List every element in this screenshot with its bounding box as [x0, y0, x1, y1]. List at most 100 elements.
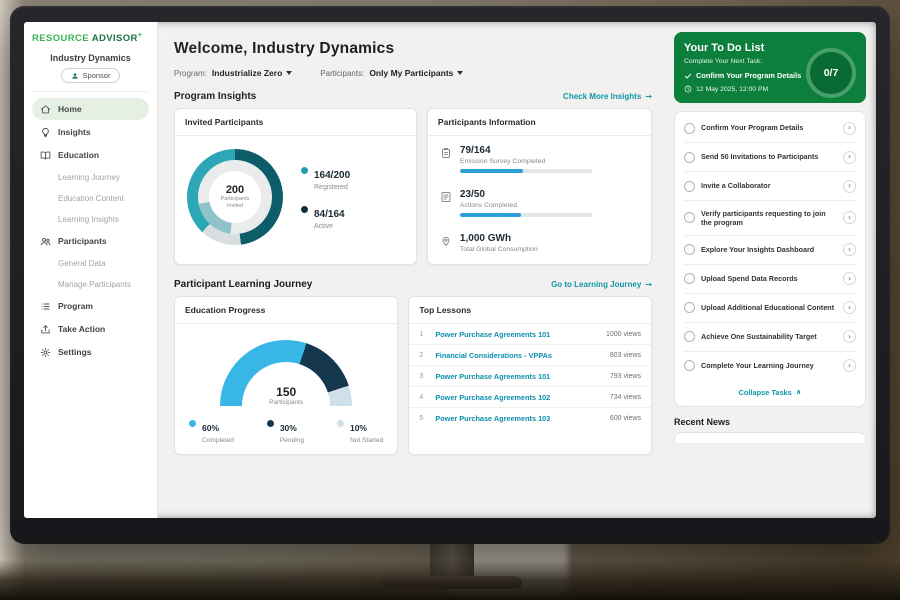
legend-value: 164/200	[314, 169, 351, 181]
sidebar-item-education-content[interactable]: Education Content	[32, 188, 149, 208]
chevron-right-icon[interactable]: ›	[843, 121, 856, 135]
task-checkbox[interactable]	[684, 331, 695, 343]
donut-center-label: Participants Invited	[220, 196, 250, 209]
card-title: Education Progress	[175, 297, 398, 324]
chevron-right-icon[interactable]: ›	[843, 330, 856, 344]
org-name: Industry Dynamics	[50, 53, 131, 64]
sidebar-item-insights[interactable]: Insights	[32, 121, 149, 143]
legend-item: 84/164 Active	[301, 204, 350, 230]
stat-actions-completed: 23/50 Actions Completed	[428, 180, 651, 224]
recent-news-card	[674, 431, 866, 443]
participants-information-card: Participants Information 79/164 Emission…	[426, 108, 652, 265]
chevron-right-icon[interactable]: ›	[843, 243, 856, 257]
legend-value: 84/164	[314, 208, 345, 220]
chevron-right-icon[interactable]: ›	[843, 301, 856, 315]
legend-label: Registered	[314, 183, 348, 191]
org-section: Industry Dynamics Sponsor	[32, 53, 149, 93]
stat-value: 79/164	[459, 145, 491, 156]
program-select[interactable]: Industrialize Zero	[212, 68, 293, 78]
sidebar-item-label: Insights	[58, 127, 91, 138]
todo-progress-value: 0/7	[823, 67, 839, 79]
task-checkbox[interactable]	[684, 212, 695, 224]
lesson-rank: 5	[419, 414, 424, 422]
sidebar-item-learning-insights[interactable]: Learning Insights	[32, 209, 149, 229]
sidebar-item-participants[interactable]: Participants	[32, 230, 149, 252]
legend-label: Not Started	[349, 437, 384, 444]
progress-fill	[459, 169, 524, 173]
education-progress-gauge-chart: 150 Participants	[220, 340, 353, 406]
todo-progress-ring: 0/7	[806, 48, 856, 98]
welcome-heading: Welcome, Industry Dynamics	[174, 40, 395, 57]
task-item-achieve-sustainability-target[interactable]: Achieve One Sustainability Target ›	[684, 323, 856, 352]
sidebar-item-education[interactable]: Education	[32, 144, 149, 166]
task-checkbox[interactable]	[684, 151, 695, 163]
gear-icon	[40, 347, 51, 358]
chevron-right-icon[interactable]: ›	[843, 359, 856, 373]
check-more-insights-link[interactable]: Check More Insights →	[563, 92, 652, 101]
todo-subtitle: Complete Your Next Task:	[684, 58, 763, 65]
learning-journey-title: Participant Learning Journey	[174, 279, 313, 290]
participants-select[interactable]: Only My Participants	[369, 68, 464, 78]
task-item-send-invitations[interactable]: Send 50 Invitations to Participants ›	[684, 143, 856, 172]
donut-center: 200 Participants Invited	[209, 171, 261, 223]
task-item-invite-collaborator[interactable]: Invite a Collaborator ›	[684, 172, 856, 201]
task-checkbox[interactable]	[684, 244, 695, 256]
sidebar-item-learning-journey[interactable]: Learning Journey	[32, 167, 149, 187]
legend-item: 164/200 Registered	[301, 165, 350, 191]
lesson-title-link[interactable]: Power Purchase Agreements 101	[435, 329, 551, 339]
sidebar-item-manage-participants[interactable]: Manage Participants	[32, 274, 149, 294]
sidebar-item-general-data[interactable]: General Data	[32, 253, 149, 273]
program-insights-title: Program Insights	[174, 91, 257, 102]
learning-cards-row: Education Progress 150 Participants 60%	[174, 296, 652, 455]
legend-dot	[336, 420, 344, 427]
task-checkbox[interactable]	[684, 180, 695, 192]
task-checkbox[interactable]	[684, 122, 695, 134]
sidebar-item-program[interactable]: Program	[32, 295, 149, 317]
sidebar-item-label: Education Content	[58, 193, 124, 203]
chevron-right-icon[interactable]: ›	[843, 272, 856, 286]
program-filter-label: Program:	[174, 68, 207, 78]
task-label: Achieve One Sustainability Target	[701, 332, 817, 342]
sidebar-item-take-action[interactable]: Take Action	[32, 318, 149, 340]
sidebar-item-settings[interactable]: Settings	[32, 341, 149, 363]
lesson-row: 3 Power Purchase Agreements 101 793 view…	[409, 366, 651, 387]
task-checkbox[interactable]	[684, 273, 695, 285]
lesson-title-link[interactable]: Power Purchase Agreements 102	[435, 392, 551, 402]
sidebar-item-home[interactable]: Home	[32, 98, 149, 121]
lesson-views: 600 views	[609, 414, 641, 422]
upload-action-icon	[40, 324, 51, 335]
chevron-down-icon	[457, 71, 464, 75]
task-item-upload-spend-data[interactable]: Upload Spend Data Records ›	[684, 265, 856, 294]
legend-item: 30% Pending	[266, 418, 304, 444]
task-item-confirm-program-details[interactable]: Confirm Your Program Details ›	[684, 114, 856, 143]
chevron-right-icon[interactable]: ›	[843, 211, 856, 225]
sidebar-item-label: General Data	[58, 258, 106, 268]
task-item-verify-participants[interactable]: Verify participants requesting to join t…	[684, 201, 856, 236]
todo-due-label: 12 May 2025, 12:00 PM	[696, 85, 769, 93]
lesson-rank: 3	[419, 372, 424, 380]
lesson-title-link[interactable]: Power Purchase Agreements 101	[435, 371, 551, 381]
lesson-rank: 2	[419, 351, 424, 359]
chevron-right-icon[interactable]: ›	[843, 150, 856, 164]
go-to-learning-journey-link[interactable]: Go to Learning Journey →	[551, 280, 652, 289]
card-title: Top Lessons	[409, 297, 651, 324]
stat-label: Emission Survey Completed	[459, 158, 546, 165]
lesson-title-link[interactable]: Financial Considerations - VPPAs	[435, 350, 552, 360]
logo-advisor: ADVISOR	[91, 33, 138, 45]
sponsor-badge-label: Sponsor	[82, 71, 111, 81]
chevron-right-icon[interactable]: ›	[843, 179, 856, 193]
participants-filter-label: Participants:	[320, 68, 365, 78]
collapse-tasks-link[interactable]: Collapse Tasks ∧	[684, 380, 856, 404]
task-checkbox[interactable]	[684, 302, 695, 314]
task-checkbox[interactable]	[684, 360, 695, 372]
education-progress-card: Education Progress 150 Participants 60%	[174, 296, 399, 455]
legend-dot	[301, 166, 308, 174]
lesson-title-link[interactable]: Power Purchase Agreements 103	[435, 413, 551, 423]
task-item-complete-learning-journey[interactable]: Complete Your Learning Journey ›	[684, 352, 856, 380]
task-item-upload-educational-content[interactable]: Upload Additional Educational Content ›	[684, 294, 856, 323]
sidebar-item-label: Home	[58, 104, 82, 115]
program-filter: Program: Industrialize Zero	[174, 68, 293, 78]
background-bottom-shadow	[0, 560, 900, 600]
task-item-explore-insights[interactable]: Explore Your Insights Dashboard ›	[684, 236, 856, 265]
